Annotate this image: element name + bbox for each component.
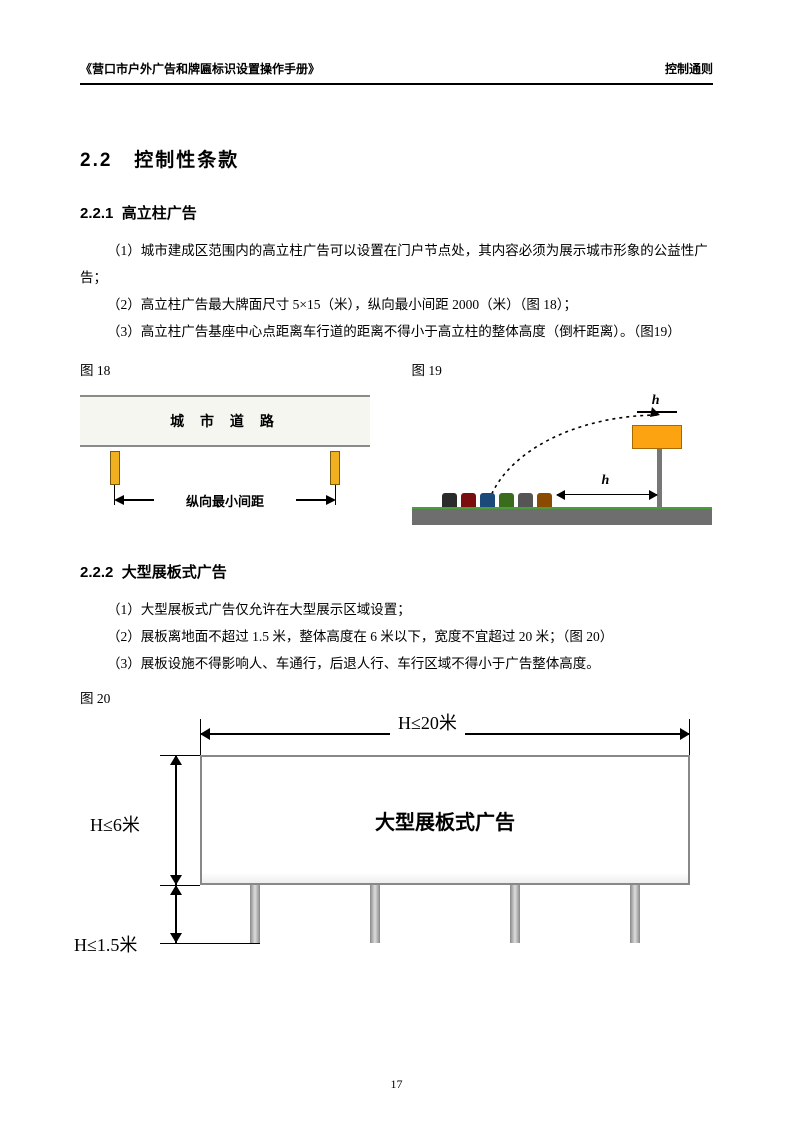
- fig20-leg: [250, 885, 260, 943]
- page-number: 17: [0, 1077, 793, 1092]
- header-left: 《营口市户外广告和牌匾标识设置操作手册》: [80, 60, 320, 77]
- car-icon: [499, 493, 514, 507]
- sub1-p2: （2）高立柱广告最大牌面尺寸 5×15（米），纵向最小间距 2000（米）（图 …: [80, 291, 713, 318]
- figure-18: 城 市 道 路 纵向最小间距: [80, 385, 370, 515]
- sub2-p1: （1）大型展板式广告仅允许在大型展示区域设置；: [80, 596, 713, 623]
- fig20-clearance-label: H≤1.5米: [74, 931, 137, 957]
- fig19-sign: [632, 425, 682, 449]
- fig18-road: 城 市 道 路: [80, 395, 370, 447]
- fig20-width-label: H≤20米: [390, 709, 465, 735]
- sub2-p3: （3）展板设施不得影响人、车通行，后退人行、车行区域不得小于广告整体高度。: [80, 650, 713, 677]
- dim-line: [296, 499, 326, 501]
- sub2-p2: （2）展板离地面不超过 1.5 米，整体高度在 6 米以下，宽度不宜超过 20 …: [80, 623, 713, 650]
- sub1-p3: （3）高立柱广告基座中心点距离车行道的距离不得小于高立柱的整体高度（倒杆距离）。…: [80, 318, 713, 345]
- arrowhead-left-icon: [114, 495, 124, 505]
- fig20-height-dim: [175, 755, 177, 885]
- car-icon: [480, 493, 495, 507]
- car-icon: [442, 493, 457, 507]
- fig20-panel: 大型展板式广告: [200, 755, 690, 885]
- figure-row-18-19: 图 18 城 市 道 路 纵向最小间距 图 19: [80, 345, 713, 535]
- page: 《营口市户外广告和牌匾标识设置操作手册》 控制通则 2.2 控制性条款 2.2.…: [0, 0, 793, 1122]
- section-heading: 2.2 控制性条款: [80, 145, 713, 172]
- sub2-num: 2.2.2: [80, 564, 113, 581]
- sub1-p1: （1）城市建成区范围内的高立柱广告可以设置在门户节点处，其内容必须为展示城市形象…: [80, 237, 713, 291]
- arrowhead-right-icon: [326, 495, 336, 505]
- fig19-cars: [442, 493, 552, 507]
- sub1-num: 2.2.1: [80, 205, 113, 222]
- fig19-h-bottom: h: [602, 473, 610, 489]
- ext-line: [160, 943, 260, 944]
- fig20-height-label: H≤6米: [90, 811, 140, 837]
- sub2-title: 大型展板式广告: [122, 564, 227, 581]
- fig18-label: 图 18: [80, 359, 382, 379]
- fig19-h-top: h: [652, 393, 660, 409]
- fig20-label: 图 20: [80, 687, 713, 707]
- fig20-clearance-dim: [175, 885, 177, 943]
- running-header: 《营口市户外广告和牌匾标识设置操作手册》 控制通则: [80, 60, 713, 85]
- subsection-1-heading: 2.2.1 高立柱广告: [80, 202, 713, 223]
- fig19-h-underline: [637, 411, 677, 413]
- fig18-dim-label: 纵向最小间距: [154, 491, 296, 510]
- fig20-leg: [370, 885, 380, 943]
- fig19-h-dimension: [557, 494, 657, 496]
- fig19-label: 图 19: [412, 359, 714, 379]
- fig20-leg: [510, 885, 520, 943]
- section-num: 2.2: [80, 150, 112, 171]
- figure-20: H≤20米 大型展板式广告 H≤6米 H≤1.5米: [80, 713, 700, 963]
- car-icon: [518, 493, 533, 507]
- sub1-title: 高立柱广告: [122, 205, 197, 222]
- fig18-post-right: [330, 451, 340, 485]
- fig20-leg: [630, 885, 640, 943]
- section-title: 控制性条款: [134, 150, 239, 171]
- header-right: 控制通则: [665, 60, 713, 77]
- subsection-2-heading: 2.2.2 大型展板式广告: [80, 561, 713, 582]
- fig19-ground: [412, 507, 712, 525]
- figure-19: h h: [412, 385, 712, 535]
- fig18-dimension: 纵向最小间距: [114, 493, 336, 507]
- dim-line: [124, 499, 154, 501]
- car-icon: [537, 493, 552, 507]
- car-icon: [461, 493, 476, 507]
- fig18-post-left: [110, 451, 120, 485]
